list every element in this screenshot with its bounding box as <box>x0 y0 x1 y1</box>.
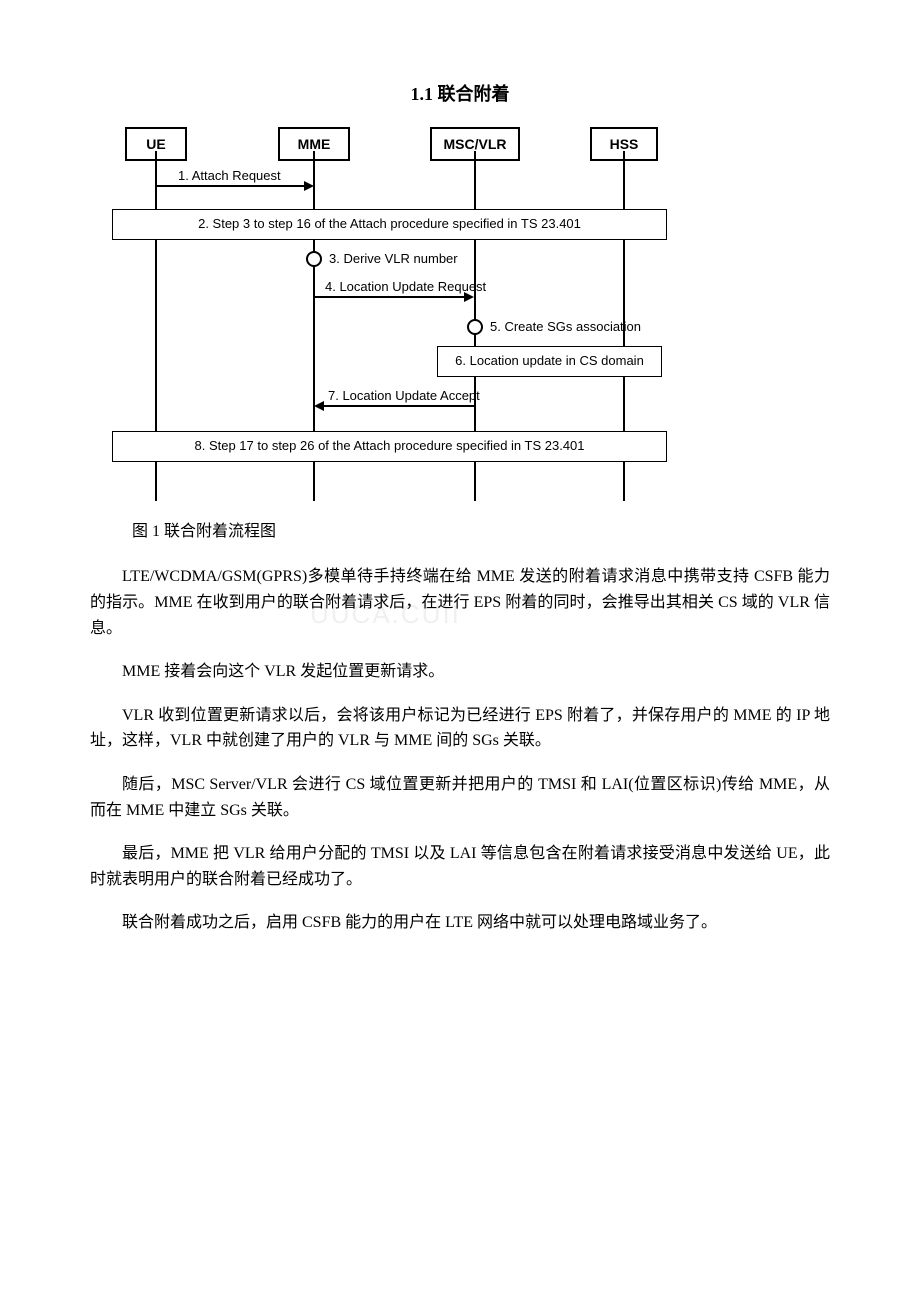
msg-5-label: 5. Create SGs association <box>490 317 641 338</box>
msg-3-label: 3. Derive VLR number <box>329 249 458 270</box>
arrow-7 <box>322 405 474 407</box>
paragraph-4: 随后，MSC Server/VLR 会进行 CS 域位置更新并把用户的 TMSI… <box>90 772 830 823</box>
arrow-4 <box>314 296 466 298</box>
paragraph-6: 联合附着成功之后，启用 CSFB 能力的用户在 LTE 网络中就可以处理电路域业… <box>90 910 830 936</box>
msg-1-label: 1. Attach Request <box>178 166 281 187</box>
arrow-7-head <box>314 401 324 411</box>
step-8-box: 8. Step 17 to step 26 of the Attach proc… <box>112 431 667 462</box>
figure-caption: 图 1 联合附着流程图 <box>132 519 830 545</box>
sequence-diagram: UE MME MSC/VLR HSS 1. Attach Request 2. … <box>110 121 680 501</box>
step-6-box: 6. Location update in CS domain <box>437 346 662 377</box>
arrow-4-head <box>464 292 474 302</box>
msg-7-label: 7. Location Update Accept <box>328 386 480 407</box>
arrow-1-head <box>304 181 314 191</box>
page-title: 1.1 联合附着 <box>90 80 830 109</box>
circle-3 <box>306 251 322 267</box>
paragraph-2: MME 接着会向这个 VLR 发起位置更新请求。 <box>90 659 830 685</box>
paragraph-5: 最后，MME 把 VLR 给用户分配的 TMSI 以及 LAI 等信息包含在附着… <box>90 841 830 892</box>
paragraph-3: VLR 收到位置更新请求以后，会将该用户标记为已经进行 EPS 附着了，并保存用… <box>90 703 830 754</box>
step-2-box: 2. Step 3 to step 16 of the Attach proce… <box>112 209 667 240</box>
msg-4-label: 4. Location Update Request <box>325 277 486 298</box>
arrow-1 <box>156 185 306 187</box>
circle-5 <box>467 319 483 335</box>
paragraph-1: LTE/WCDMA/GSM(GPRS)多模单待手持终端在给 MME 发送的附着请… <box>90 564 830 641</box>
